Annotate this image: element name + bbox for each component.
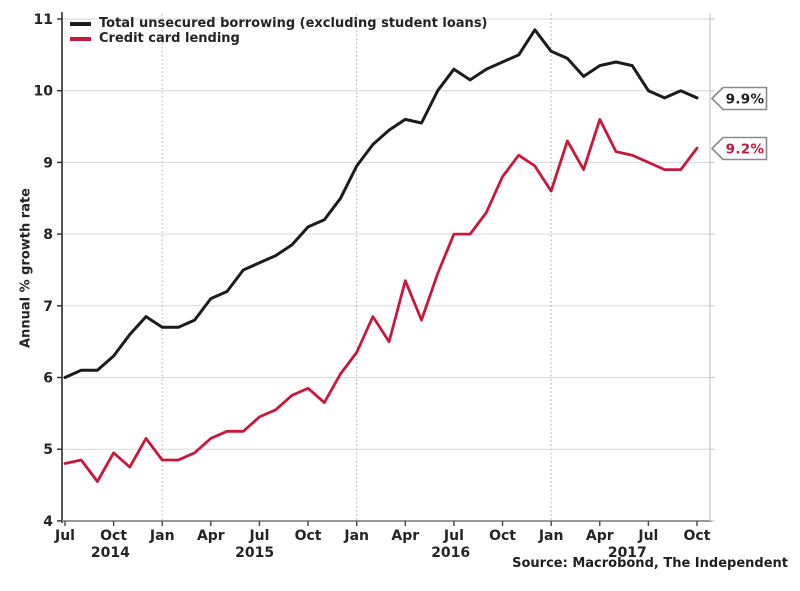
- x-tick-label: Oct: [489, 528, 516, 544]
- callout-arrow-box: [710, 86, 768, 111]
- legend-item-total-unsecured: Total unsecured borrowing (excluding stu…: [70, 17, 488, 31]
- x-year-label: 2014: [91, 545, 130, 561]
- callout-value-red: 9.2%: [726, 142, 765, 158]
- x-tick-label: Oct: [100, 528, 127, 544]
- axes: [57, 12, 715, 526]
- black-line-swatch: [70, 22, 91, 26]
- source-credit: Source: Macrobond, The Independent: [512, 556, 788, 571]
- y-axis-title: Annual % growth rate: [18, 188, 34, 348]
- x-tick-label: Jul: [248, 528, 269, 544]
- y-tick-label: 8: [43, 227, 53, 243]
- y-tick-label: 7: [43, 299, 53, 315]
- legend: Total unsecured borrowing (excluding stu…: [70, 17, 488, 47]
- x-tick-label: Jan: [538, 528, 564, 544]
- x-tick-label: Jul: [54, 528, 75, 544]
- y-tick-label: 4: [43, 514, 53, 530]
- legend-label-credit-card: Credit card lending: [99, 31, 240, 46]
- y-tick-label: 10: [34, 84, 54, 100]
- x-tick-label: Jan: [343, 528, 369, 544]
- x-tick-label: Apr: [586, 528, 614, 544]
- legend-label-total-unsecured: Total unsecured borrowing (excluding stu…: [99, 16, 488, 31]
- x-tick-label: Jul: [637, 528, 658, 544]
- y-tick-label: 5: [43, 442, 53, 458]
- y-axis-labels: 4 5 6 7 8 9 10 11: [34, 12, 54, 530]
- x-tick-label: Jul: [443, 528, 464, 544]
- callout-credit-card: 9.2%: [710, 136, 768, 161]
- x-tick-label: Oct: [684, 528, 711, 544]
- callout-total-unsecured: 9.9%: [710, 86, 768, 111]
- x-tick-label: Jan: [149, 528, 175, 544]
- x-tick-label: Apr: [197, 528, 225, 544]
- series-lines: [63, 28, 699, 483]
- callout-arrow-box: [710, 136, 768, 161]
- y-tick-label: 6: [43, 371, 53, 387]
- x-year-label: 2015: [235, 545, 274, 561]
- callout-value-black: 9.9%: [726, 92, 765, 108]
- y-tick-label: 9: [43, 155, 53, 171]
- red-line-swatch: [70, 37, 91, 41]
- x-year-label: 2016: [431, 545, 470, 561]
- y-tick-label: 11: [34, 12, 53, 28]
- x-axis-labels: Jul Oct Jan Apr Jul Oct Jan Apr Jul Oct Jan Apr Jul O…: [54, 528, 711, 561]
- x-year-label: 2017: [608, 545, 647, 561]
- x-tick-label: Apr: [391, 528, 419, 544]
- x-tick-label: Oct: [295, 528, 322, 544]
- credit-card-line: [63, 118, 699, 483]
- total-unsecured-line: [63, 28, 699, 379]
- gridlines: [62, 14, 710, 521]
- legend-item-credit-card: Credit card lending: [70, 32, 488, 46]
